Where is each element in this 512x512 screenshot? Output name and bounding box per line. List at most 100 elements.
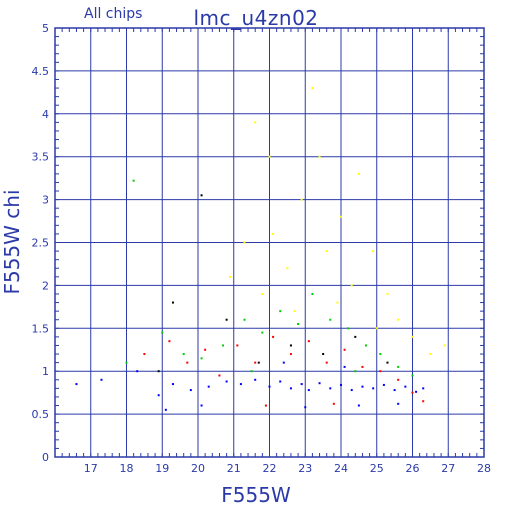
x-tick-label: 28 [477,462,491,475]
data-point [350,389,353,392]
y-tick-label: 2.5 [32,237,50,250]
data-point [382,383,385,386]
data-point [218,374,221,377]
x-tick-label: 26 [406,462,420,475]
x-axis-label: F555W [221,483,291,507]
data-point [225,380,228,383]
data-point [207,385,210,388]
data-point [361,365,364,368]
y-axis-label: F555W chi [0,189,24,295]
data-point [422,400,425,403]
data-point [289,387,292,390]
plot-frame [54,27,485,458]
data-point [257,361,260,364]
data-point [411,374,414,377]
data-point [200,357,203,360]
x-tick-label: 23 [298,462,312,475]
data-point [343,348,346,351]
data-point [411,335,414,338]
data-point [164,408,167,411]
data-point [136,370,139,373]
y-tick-label: 1 [42,365,49,378]
data-point [243,318,246,321]
data-point [225,318,228,321]
data-point [372,250,375,253]
data-point [279,310,282,313]
data-point [329,318,332,321]
data-point [311,87,314,90]
data-point [375,327,378,330]
data-point [200,404,203,407]
data-point [322,353,325,356]
data-point [354,370,357,373]
y-tick-label: 2 [42,279,49,292]
data-point [293,310,296,313]
data-point [329,387,332,390]
data-point [254,121,257,124]
data-point [297,323,300,326]
data-point [325,250,328,253]
data-point [268,155,271,158]
data-point [132,179,135,182]
data-point [307,389,310,392]
x-tick-label: 21 [227,462,241,475]
data-point [100,378,103,381]
data-point [393,389,396,392]
x-tick-label: 24 [334,462,348,475]
data-point [411,391,414,394]
x-tick-label: 19 [155,462,169,475]
data-point [171,383,174,386]
y-tick-label: 4.5 [32,65,50,78]
data-point [397,365,400,368]
y-tick-label: 4 [42,108,49,121]
data-point [300,383,303,386]
data-point [325,361,328,364]
data-point [397,378,400,381]
y-tick-label: 1.5 [32,322,50,335]
data-point [168,340,171,343]
data-point [272,335,275,338]
y-tick-label: 0.5 [32,408,50,421]
y-tick-label: 3.5 [32,151,50,164]
x-tick-label: 18 [120,462,134,475]
data-point [236,344,239,347]
data-point [286,267,289,270]
y-tick-label: 0 [42,451,49,464]
data-point [336,301,339,304]
data-point [379,370,382,373]
data-point [229,275,232,278]
data-point [300,198,303,201]
y-tick-label: 3 [42,194,49,207]
data-point [282,361,285,364]
data-point [261,292,264,295]
data-point [386,361,389,364]
data-point [343,365,346,368]
data-point [404,385,407,388]
data-point [254,378,257,381]
data-point [397,318,400,321]
data-point [268,385,271,388]
data-point [357,404,360,407]
data-point [204,348,207,351]
data-point [272,232,275,235]
data-point [397,402,400,405]
data-point [379,353,382,356]
data-point [289,344,292,347]
data-point [250,370,253,373]
x-tick-label: 17 [84,462,98,475]
data-point [264,404,267,407]
data-point [189,389,192,392]
data-point [340,215,342,218]
x-tick-label: 25 [370,462,384,475]
data-point [222,344,225,347]
data-point [239,383,242,386]
x-tick-label: 27 [441,462,455,475]
data-point [429,353,432,356]
data-point [443,344,446,347]
data-point [350,284,353,287]
data-point [372,387,375,390]
data-point [243,241,246,244]
data-point [182,353,185,356]
chart-title: lmc_u4zn02 [193,6,319,30]
